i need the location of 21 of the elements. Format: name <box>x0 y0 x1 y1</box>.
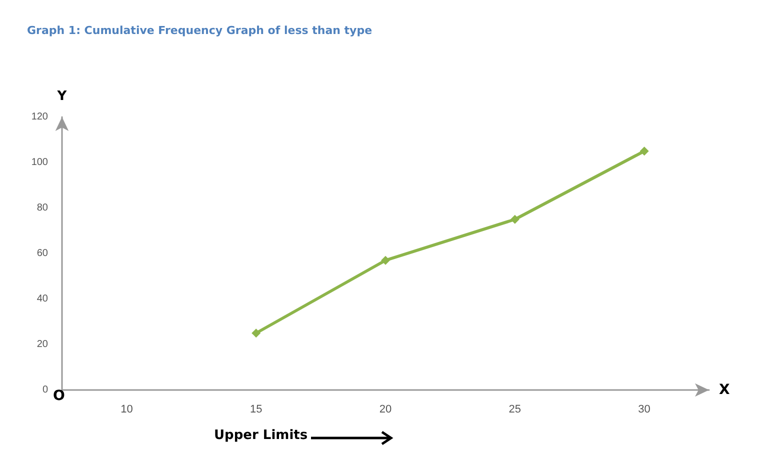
x-tick-label: 30 <box>638 404 650 416</box>
y-tick-label: 0 <box>42 384 48 396</box>
y-tick-label: 100 <box>31 157 48 168</box>
x-tick-label: 10 <box>120 404 133 416</box>
point <box>640 146 649 156</box>
y-tick-label: 120 <box>31 112 48 122</box>
x-tick-label: 20 <box>379 404 392 416</box>
y-tick-label: 80 <box>36 202 48 214</box>
y-tick-label: 20 <box>36 339 48 350</box>
text: Upper Limits <box>214 428 308 443</box>
y-axis-title: Y <box>56 89 68 104</box>
annotation: O <box>53 388 65 404</box>
x-axis-title: X <box>719 382 730 398</box>
chart-title: Graph 1: Cumulative Frequency Graph of less than type <box>27 24 372 37</box>
y-tick-label: 60 <box>36 248 48 259</box>
point <box>510 214 520 224</box>
x-tick-label: 25 <box>508 404 522 416</box>
x-tick-label: 15 <box>250 404 262 416</box>
y-tick-label: 40 <box>36 294 48 304</box>
point <box>252 328 261 338</box>
point <box>381 256 390 265</box>
